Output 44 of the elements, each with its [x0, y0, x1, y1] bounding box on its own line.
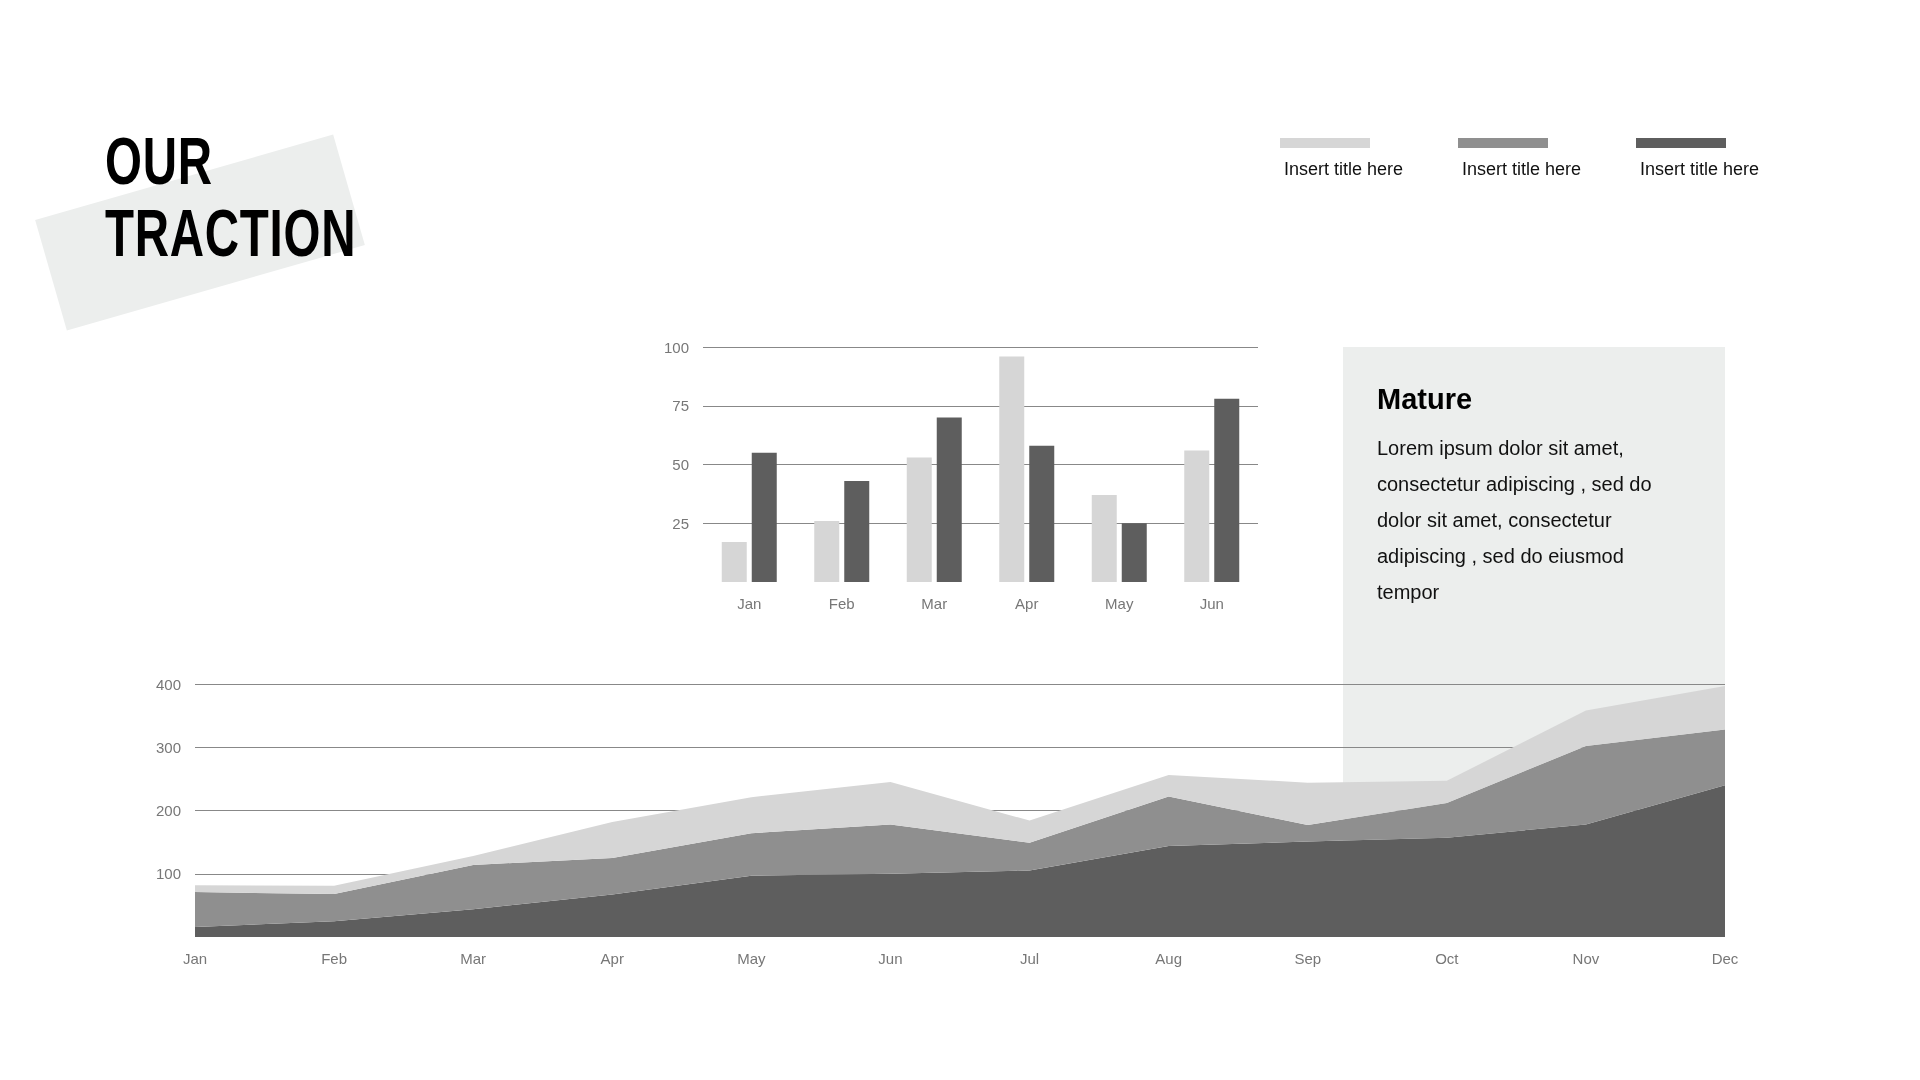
x-tick-label: Oct	[1435, 950, 1460, 967]
x-tick-label: Jun	[1199, 595, 1224, 612]
text: Mature	[1377, 383, 1474, 416]
bar	[1121, 523, 1147, 582]
x-tick-label: Jan	[737, 595, 762, 612]
x-tick-label: Jun	[878, 950, 903, 967]
bar	[844, 480, 870, 582]
x-tick-label: May	[1105, 595, 1134, 612]
bar	[1029, 445, 1055, 582]
x-tick-label: Jul	[1019, 950, 1040, 967]
x-tick-label: May	[737, 950, 767, 967]
bar	[1214, 398, 1240, 582]
y-tick-label: 100	[155, 865, 181, 883]
x-tick-label: Sep	[1294, 950, 1322, 967]
x-tick-label: Feb	[321, 950, 348, 967]
x-tick-label: Nov	[1572, 950, 1600, 967]
y-tick-label: 50	[672, 456, 689, 473]
x-tick-label: Jan	[182, 950, 208, 967]
x-tick-label: Mar	[460, 950, 487, 967]
y-tick-label: 100	[663, 338, 689, 356]
bar	[936, 417, 962, 582]
y-tick-label: 300	[155, 738, 181, 756]
bar	[906, 457, 932, 582]
bar	[721, 542, 747, 582]
y-tick-label: 400	[155, 675, 181, 693]
text: Lorem ipsum dolor sit amet, consectetur adipiscing , sed do dolor sit amet, consectetur adipiscing , sed do eiusmod tempor	[1377, 436, 1653, 605]
legend-label: Insert title here	[1462, 159, 1582, 179]
x-tick-label: Dec	[1711, 950, 1739, 967]
x-tick-label: Apr	[1015, 595, 1039, 612]
y-tick-label: 25	[672, 514, 689, 532]
bar	[1184, 450, 1210, 582]
x-tick-label: Apr	[600, 950, 624, 967]
x-tick-label: Mar	[921, 595, 948, 612]
bar	[1091, 495, 1117, 582]
legend-label: Insert title here	[1640, 159, 1760, 179]
bar	[999, 356, 1025, 582]
legend-label: Insert title here	[1284, 159, 1404, 179]
y-tick-label: 200	[155, 802, 181, 819]
y-tick-label: 75	[672, 397, 689, 415]
bar	[814, 520, 840, 582]
x-tick-label: Aug	[1155, 950, 1182, 967]
bar	[751, 452, 777, 582]
x-tick-label: Feb	[828, 595, 855, 612]
chart-title: OUR TRACTION	[105, 124, 357, 270]
